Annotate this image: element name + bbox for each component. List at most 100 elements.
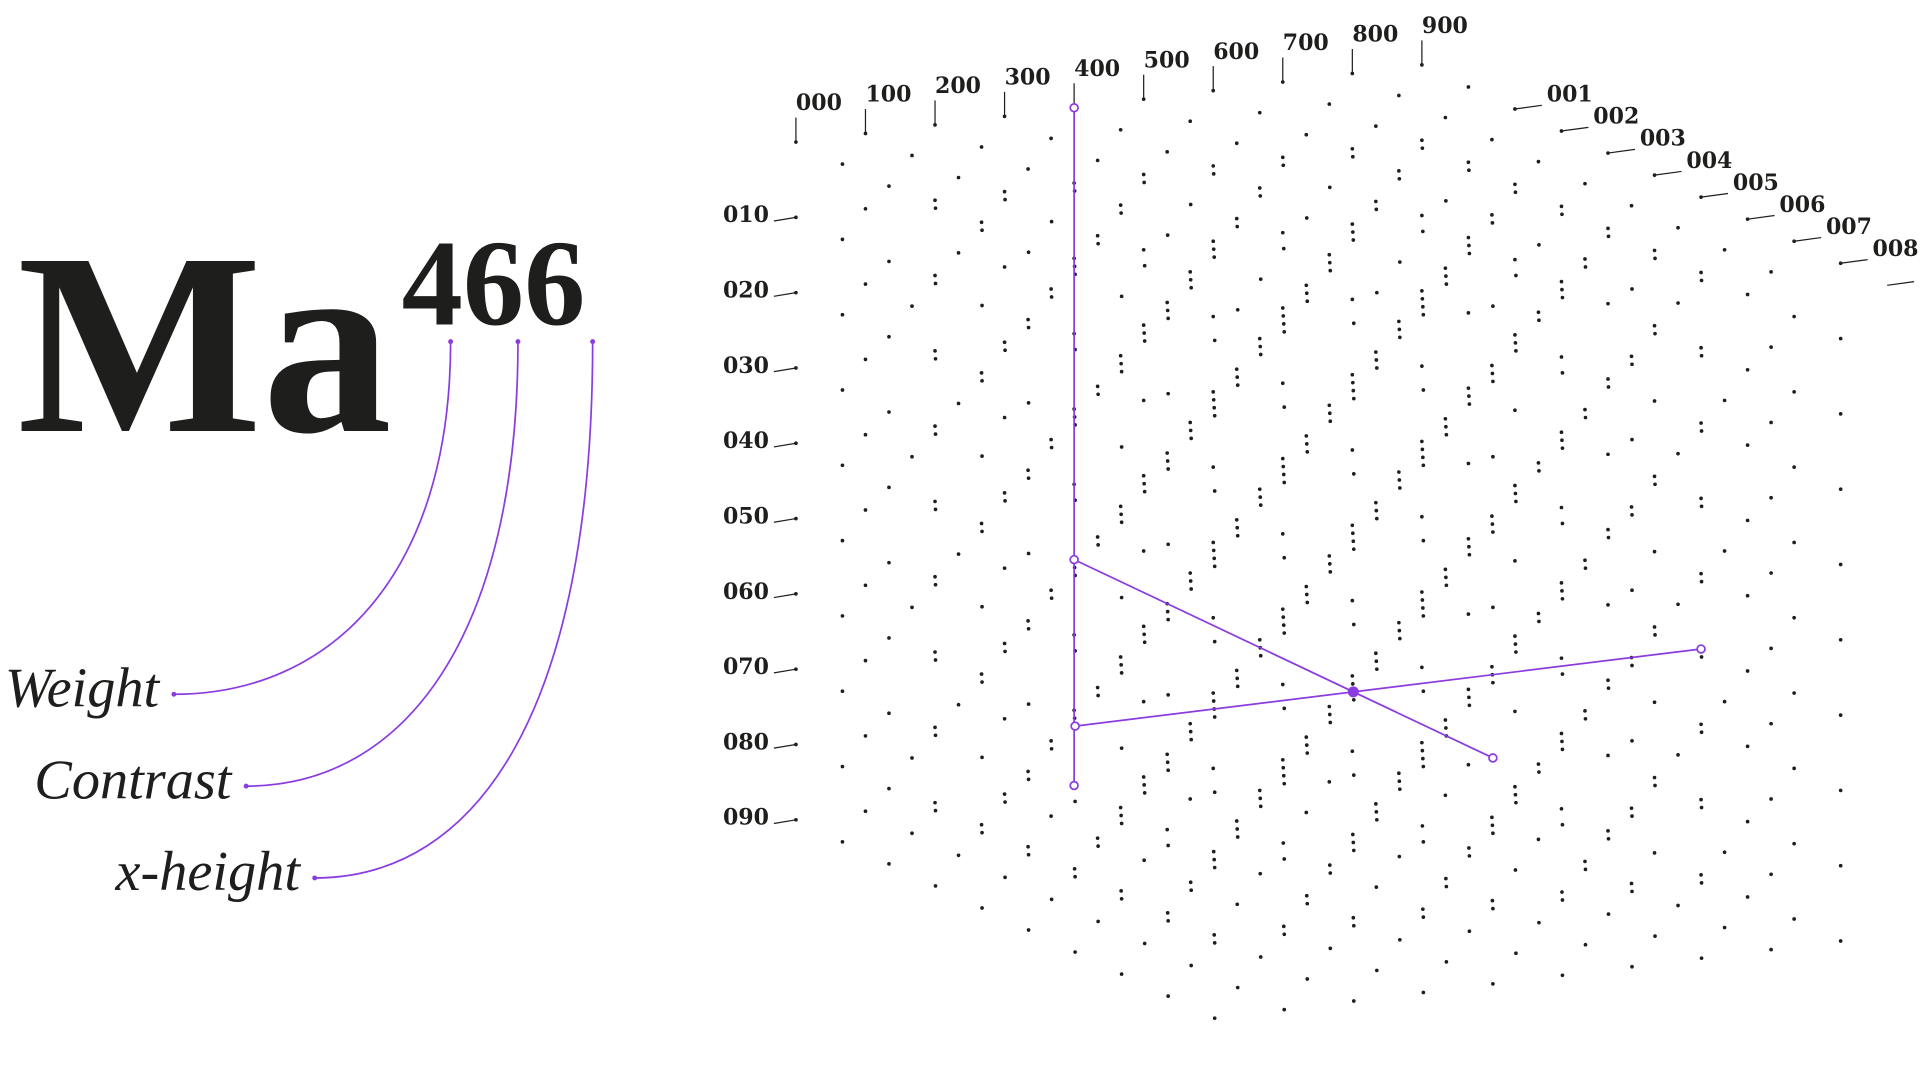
grid-dot	[1189, 963, 1194, 968]
grid-dot	[1653, 256, 1657, 261]
grid-dot	[1212, 413, 1217, 418]
grid-dot	[1560, 739, 1564, 744]
grid-dot	[1235, 525, 1240, 530]
grid-dot	[1026, 769, 1030, 774]
grid-dot	[1258, 352, 1263, 357]
grid-dot	[1583, 708, 1587, 713]
grid-dot	[1095, 233, 1100, 238]
grid-dot	[1327, 863, 1332, 867]
grid-dot	[840, 463, 845, 468]
grid-dot	[1653, 331, 1657, 336]
grid-dot	[1606, 226, 1610, 231]
grid-dot	[1559, 355, 1564, 359]
tick	[773, 593, 797, 599]
grid-dot	[1350, 682, 1355, 686]
grid-dot	[1374, 207, 1379, 212]
grid-dot	[1304, 743, 1309, 747]
grid-dot	[1792, 465, 1796, 469]
grid-dot	[1374, 651, 1378, 656]
grid-dot	[1118, 805, 1123, 810]
grid-dot	[980, 228, 984, 233]
grid-dot	[1328, 268, 1333, 273]
tick	[1700, 192, 1729, 198]
curve	[173, 341, 452, 696]
grid-dot	[1188, 571, 1193, 575]
grid-dot	[1606, 452, 1610, 457]
grid-dot	[1142, 783, 1146, 787]
grid-dot	[1281, 841, 1286, 845]
grid-dot	[1142, 489, 1147, 494]
grid-dot	[1165, 233, 1170, 237]
grid-dot	[1119, 663, 1123, 667]
grid-dot	[1467, 703, 1472, 708]
grid-dot	[1026, 250, 1031, 255]
grid-dot	[1652, 851, 1657, 855]
grid-dot	[1560, 521, 1565, 526]
grid-dot	[1003, 348, 1007, 353]
grid-dot	[1652, 700, 1657, 705]
grid-dot	[1444, 575, 1448, 580]
grid-dot	[1049, 588, 1053, 593]
grid-dot	[1769, 270, 1773, 274]
grid-dot	[1235, 224, 1240, 229]
grid-dot	[980, 378, 984, 383]
grid-dot	[1049, 897, 1054, 902]
grid-dot	[1188, 277, 1193, 282]
grid-dot	[1514, 951, 1518, 956]
grid-dot	[910, 605, 914, 610]
grid-dot	[1328, 946, 1333, 951]
grid-dot	[1653, 633, 1657, 637]
grid-dot	[1653, 482, 1657, 487]
highlight-line	[1074, 648, 1702, 727]
grid-dot	[1630, 362, 1634, 367]
line-end	[1069, 102, 1079, 113]
grid-dot	[1374, 508, 1379, 513]
grid-dot	[1699, 805, 1704, 810]
grid-dot	[1652, 173, 1657, 177]
tick	[1654, 170, 1682, 176]
grid-dot	[1281, 924, 1286, 929]
grid-dot	[1421, 614, 1426, 618]
grid-dot	[956, 552, 961, 556]
grid-dot	[1444, 274, 1448, 278]
grid-dot	[1466, 612, 1471, 616]
grid-dot	[1280, 381, 1285, 386]
grid-dot	[1119, 595, 1124, 600]
grid-dot	[1699, 730, 1704, 735]
grid-dot	[1792, 540, 1796, 545]
grid-dot	[1188, 119, 1193, 124]
line-end	[1069, 554, 1079, 565]
grid-dot	[1350, 531, 1355, 536]
axis-label: 300	[1005, 64, 1051, 90]
grid-dot	[1166, 918, 1170, 923]
grid-dot	[1281, 163, 1286, 168]
grid-dot	[1443, 793, 1448, 798]
grid-dot	[1652, 248, 1657, 253]
grid-dot	[1420, 598, 1425, 602]
grid-dot	[1235, 985, 1240, 990]
grid-dot	[887, 862, 891, 866]
grid-dot	[1397, 854, 1402, 859]
grid-dot	[1096, 919, 1100, 924]
grid-dot	[1235, 375, 1240, 379]
grid-dot	[1491, 379, 1495, 384]
grid-dot	[1002, 491, 1007, 495]
grid-dot	[1443, 567, 1448, 572]
grid-dot	[1398, 260, 1402, 264]
grid-dot	[1466, 386, 1471, 390]
grid-dot	[1119, 361, 1123, 366]
grid-dot	[1490, 371, 1495, 376]
grid-dot	[933, 808, 938, 813]
grid-dot	[1560, 973, 1565, 978]
grid-dot	[1699, 722, 1703, 727]
grid-dot	[1280, 682, 1285, 687]
grid-dot	[980, 680, 984, 684]
grid-dot	[1397, 319, 1401, 324]
grid-dot	[1606, 678, 1610, 683]
grid-dot	[1281, 314, 1286, 318]
grid-dot	[1421, 840, 1426, 844]
grid-dot	[1212, 405, 1217, 410]
grid-dot	[1583, 942, 1588, 947]
grid-dot	[1653, 934, 1657, 938]
